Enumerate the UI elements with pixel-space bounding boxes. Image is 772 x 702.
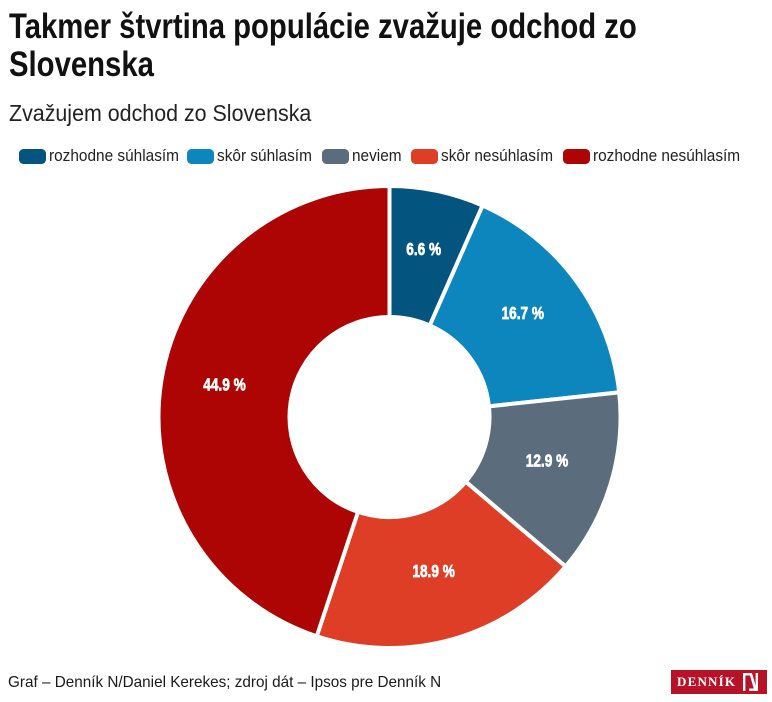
svg-text:18.9 %: 18.9 % — [412, 563, 455, 582]
svg-text:44.9 %: 44.9 % — [203, 376, 246, 395]
svg-text:12.9 %: 12.9 % — [526, 452, 569, 471]
svg-text:6.6 %: 6.6 % — [406, 240, 441, 259]
svg-text:16.7 %: 16.7 % — [502, 305, 545, 324]
